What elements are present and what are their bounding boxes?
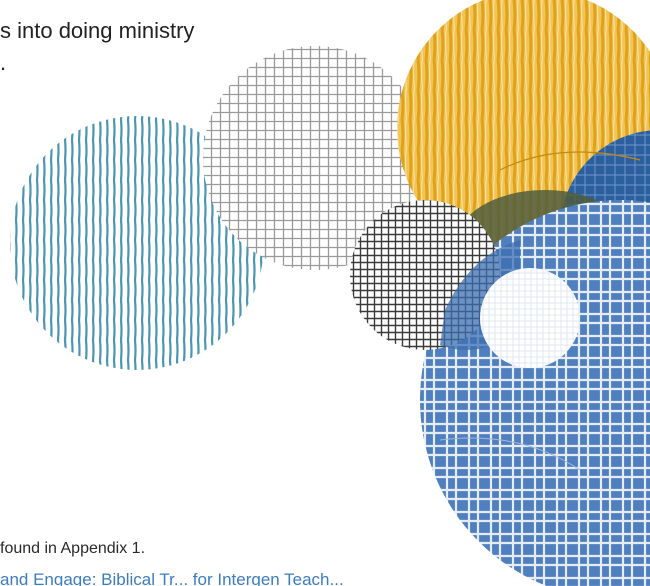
intro-text-line-3: .: [0, 50, 7, 75]
intro-text-line-2: s into doing ministry: [0, 18, 195, 43]
arc-accent-2: [499, 151, 641, 171]
teal-striped-circle: [10, 116, 264, 370]
gray-grid-circle: [203, 46, 427, 270]
arc-accent: [439, 437, 581, 471]
white-circle: [480, 268, 580, 368]
resource-link[interactable]: and Engage: Biblical Tr... for Intergen …: [0, 570, 344, 586]
appendix-reference-text: found in Appendix 1.: [0, 540, 146, 557]
